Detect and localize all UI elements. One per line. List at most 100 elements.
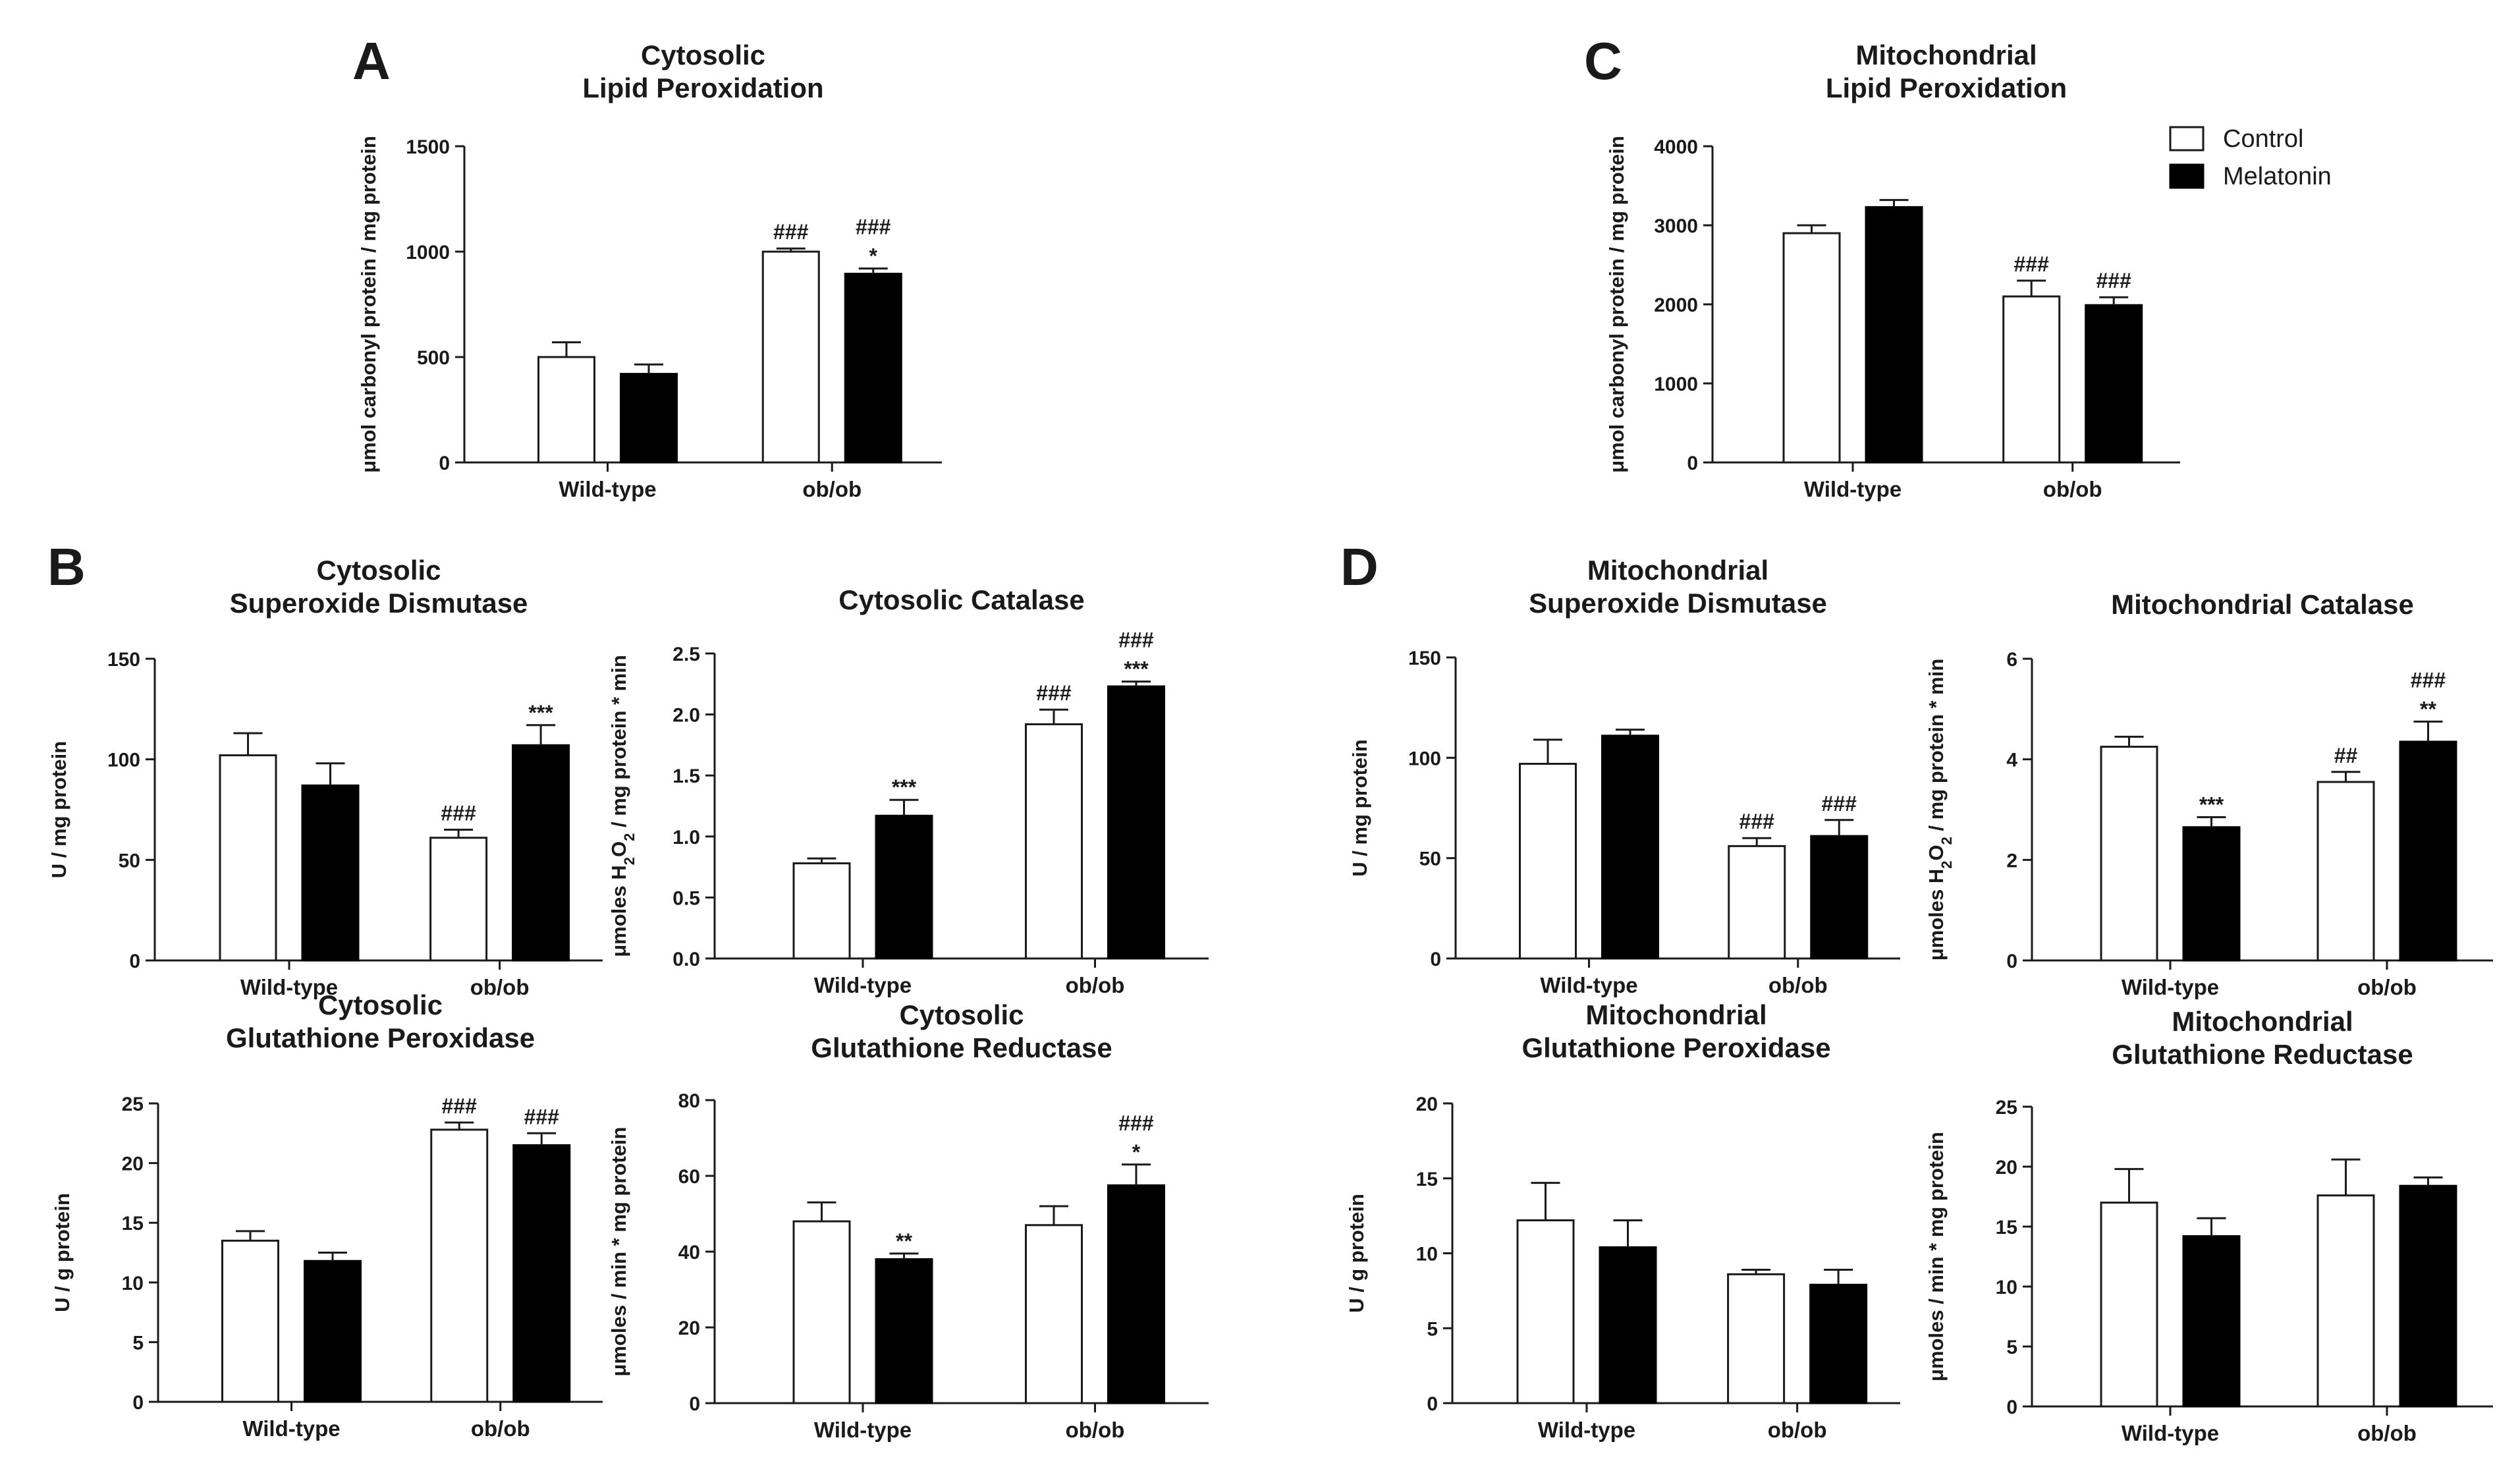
chart-title: Glutathione Peroxidase <box>226 1022 535 1053</box>
bar-control <box>221 1239 279 1403</box>
bar-melatonin <box>620 373 678 464</box>
significance-hash: ### <box>441 802 476 825</box>
y-tick-label: 100 <box>1408 748 1441 769</box>
y-tick-label: 20 <box>678 1318 700 1339</box>
bar-melatonin <box>875 1258 933 1404</box>
bar-melatonin <box>2399 740 2457 962</box>
bar-melatonin <box>1601 735 1659 960</box>
significance-hash: ### <box>1118 1111 1154 1135</box>
y-tick-label: 10 <box>1996 1277 2017 1298</box>
bar-control <box>2100 1202 2158 1408</box>
chart-title: Mitochondrial <box>2172 1006 2353 1037</box>
y-tick-label: 0 <box>439 453 450 474</box>
y-tick-label: 0 <box>689 1393 700 1415</box>
significance-hash: ### <box>1822 792 1857 816</box>
y-tick-label: 25 <box>1996 1097 2017 1119</box>
y-tick-label: 80 <box>678 1090 700 1112</box>
legend-swatch-melatonin <box>2169 163 2205 189</box>
category-label: Wild-type <box>1540 973 1637 997</box>
bar-melatonin <box>2085 304 2143 464</box>
y-tick-label: 5 <box>2006 1337 2017 1358</box>
bar-control <box>1727 1273 1786 1404</box>
significance-star: * <box>869 244 878 268</box>
y-axis-label: μmoles H2O2 / mg protein * min <box>1925 659 1955 961</box>
bar-melatonin <box>2182 1235 2241 1408</box>
y-tick-label: 20 <box>122 1153 144 1175</box>
y-tick-label: 2000 <box>1654 294 1698 316</box>
legend: Control Melatonin <box>2169 125 2332 190</box>
y-axis-label: μmoles / min * mg protein <box>1925 1132 1948 1381</box>
category-label: Wild-type <box>242 1416 340 1441</box>
bar-control <box>2002 295 2061 464</box>
chart-title: Mitochondrial <box>1587 555 1768 586</box>
y-axis-label-part: μmoles H <box>607 865 630 957</box>
y-tick-label: 4000 <box>1654 136 1698 158</box>
y-tick-label: 0 <box>1687 453 1698 474</box>
y-tick-label: 1.5 <box>672 765 700 787</box>
category-label: Wild-type <box>814 973 912 997</box>
legend-swatch-control <box>2169 126 2205 152</box>
legend-label-control: Control <box>2223 125 2304 153</box>
bar-control <box>1782 232 1841 464</box>
bar-melatonin <box>512 744 570 962</box>
bar-control <box>1025 1224 1083 1404</box>
significance-hash: ### <box>1118 628 1154 652</box>
category-label: Wild-type <box>2122 975 2219 999</box>
category-label: ob/ob <box>471 1416 530 1441</box>
chart-cytosolic-catalase: Cytosolic Catalase 0.0 0.5 1.0 1.5 2.0 2.5 Wild… <box>607 584 1209 997</box>
y-tick-label: 3000 <box>1654 215 1698 237</box>
y-axis-label: U / mg protein <box>1348 739 1371 876</box>
significance-star: *** <box>1124 657 1149 681</box>
bar-control <box>219 754 277 962</box>
bar-melatonin <box>301 784 360 962</box>
significance-hash: ### <box>1036 681 1072 705</box>
bar-control <box>2316 1194 2375 1408</box>
y-axis-label: μmol carbonyl protein / mg protein <box>357 136 380 473</box>
bar-control <box>792 1220 851 1404</box>
bar-control <box>1519 762 1577 960</box>
y-tick-label: 15 <box>1416 1169 1438 1190</box>
significance-hash: ### <box>856 215 891 239</box>
category-label: Wild-type <box>1804 477 1902 501</box>
significance-hash: ### <box>2411 668 2446 692</box>
y-tick-label: 20 <box>1416 1094 1438 1115</box>
bar-melatonin <box>2399 1184 2457 1408</box>
y-tick-label: 0 <box>129 951 140 972</box>
y-axis-label: U / g protein <box>1345 1194 1368 1313</box>
chart-title: Mitochondrial <box>1855 40 2037 70</box>
chart-title: Mitochondrial <box>1585 999 1767 1030</box>
y-tick-label: 1500 <box>406 136 450 158</box>
panel-letter-a: A <box>352 32 391 90</box>
y-axis-label: μmoles / min * mg protein <box>607 1127 630 1377</box>
y-axis-label-part: / mg protein * min <box>607 655 630 833</box>
y-axis-label-part: μmoles H <box>1925 869 1948 961</box>
panel-letter-d: D <box>1340 538 1379 596</box>
y-axis-label: μmoles H2O2 / mg protein * min <box>607 655 638 957</box>
bar-control <box>1728 845 1786 960</box>
y-axis-label: U / mg protein <box>47 741 70 878</box>
y-tick-label: 1000 <box>406 242 450 264</box>
y-tick-label: 60 <box>678 1166 700 1188</box>
bar-control <box>430 1128 489 1403</box>
category-label: Wild-type <box>240 975 338 999</box>
y-tick-label: 15 <box>122 1213 144 1235</box>
y-axis-label-subscript: 2 <box>1938 860 1955 868</box>
chart-title: Lipid Peroxidation <box>582 72 823 103</box>
category-label: ob/ob <box>2357 1421 2417 1445</box>
significance-star: *** <box>528 701 553 725</box>
y-tick-label: 50 <box>119 850 140 872</box>
category-label: ob/ob <box>1768 973 1828 997</box>
bar-control <box>429 837 488 962</box>
bar-control <box>761 250 820 464</box>
y-tick-label: 15 <box>1996 1217 2017 1238</box>
y-axis-label-part: O <box>1925 845 1948 860</box>
y-tick-label: 150 <box>107 649 140 671</box>
category-label: ob/ob <box>1768 1418 1827 1442</box>
significance-star: ** <box>896 1229 912 1253</box>
y-tick-label: 0 <box>2006 951 2017 972</box>
y-tick-label: 0.0 <box>672 949 700 970</box>
chart-title: Glutathione Reductase <box>811 1032 1112 1063</box>
